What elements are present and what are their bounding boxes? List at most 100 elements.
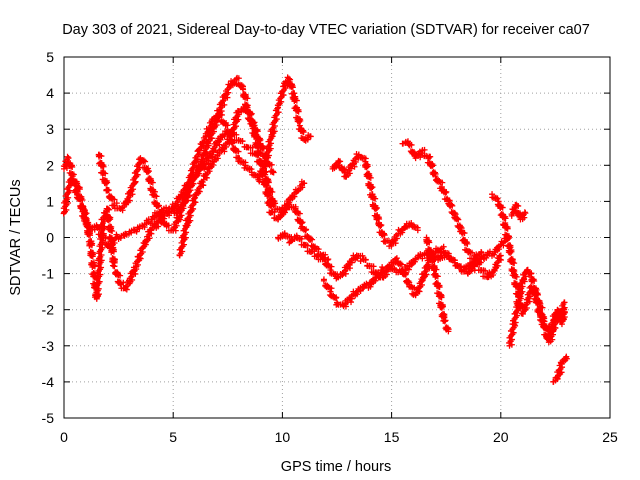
data-point: [474, 261, 481, 268]
data-point: [64, 153, 71, 160]
data-point: [309, 248, 316, 255]
axis-ticks: 0 5 10 15 20 25 -5 -4 -3 -2 -1 0 1 2 3 4 5: [42, 49, 618, 445]
data-point: [359, 252, 366, 259]
data-point: [438, 294, 445, 301]
data-point: [373, 216, 380, 223]
data-point: [536, 305, 543, 312]
series-track-f: [320, 250, 504, 310]
data-point: [419, 147, 426, 154]
data-point: [296, 119, 303, 126]
data-point: [363, 280, 370, 287]
data-point: [432, 173, 439, 180]
data-point: [86, 242, 93, 249]
y-tick-label: 3: [46, 121, 54, 137]
data-point: [363, 164, 370, 171]
data-point: [267, 136, 274, 143]
data-point: [337, 158, 344, 165]
data-point: [142, 158, 149, 165]
data-point: [421, 250, 428, 257]
data-point: [272, 200, 279, 207]
data-point: [249, 144, 256, 151]
data-point: [105, 217, 112, 224]
data-point: [270, 169, 277, 176]
data-point: [464, 240, 471, 247]
chart-title: Day 303 of 2021, Sidereal Day-to-day VTE…: [62, 22, 590, 38]
data-point: [82, 221, 89, 228]
y-tick-label: 2: [46, 157, 54, 173]
data-point: [332, 295, 339, 302]
data-point: [216, 112, 223, 119]
data-point: [71, 180, 78, 187]
data-point: [406, 142, 413, 149]
data-point: [469, 249, 476, 256]
data-point: [513, 273, 520, 280]
data-point: [328, 263, 335, 270]
series-track-k: [506, 266, 568, 349]
data-point: [423, 239, 430, 246]
data-point: [504, 225, 511, 232]
y-tick-label: -2: [42, 302, 55, 318]
data-point: [445, 252, 452, 259]
data-point: [328, 285, 335, 292]
data-point: [117, 272, 124, 279]
y-tick-label: 5: [46, 49, 54, 65]
data-point: [89, 253, 96, 260]
series-track-i: [423, 234, 452, 335]
data-point: [429, 163, 436, 170]
data-point: [235, 75, 242, 82]
data-point: [246, 166, 253, 173]
x-tick-label: 10: [275, 429, 291, 445]
data-point: [370, 263, 377, 270]
y-tick-label: -4: [42, 374, 55, 390]
data-point: [478, 248, 485, 255]
data-point: [254, 151, 261, 158]
data-point: [561, 299, 568, 306]
data-point: [398, 261, 405, 268]
y-tick-label: -3: [42, 338, 55, 354]
data-point: [169, 201, 176, 208]
data-point: [239, 138, 246, 145]
data-point: [368, 185, 375, 192]
data-point: [440, 243, 447, 250]
data-point: [106, 206, 113, 213]
data-point: [372, 195, 379, 202]
data-point: [95, 153, 102, 160]
data-point: [251, 133, 258, 140]
data-point: [183, 223, 190, 230]
data-point: [284, 74, 291, 81]
y-tick-label: -5: [42, 410, 55, 426]
data-point: [269, 209, 276, 216]
data-layer: [60, 74, 570, 385]
data-point: [447, 203, 454, 210]
data-point: [163, 222, 170, 229]
data-point: [291, 98, 298, 105]
data-point: [87, 232, 94, 239]
data-point: [563, 353, 570, 360]
y-tick-label: 0: [46, 230, 54, 246]
data-point: [367, 174, 374, 181]
data-point: [239, 85, 246, 92]
data-point: [79, 197, 86, 204]
data-point: [263, 182, 270, 189]
x-tick-label: 20: [493, 429, 509, 445]
data-point: [377, 222, 384, 229]
data-point: [149, 179, 156, 186]
data-point: [436, 284, 443, 291]
data-point: [320, 276, 327, 283]
data-point: [348, 299, 355, 306]
data-point: [430, 256, 437, 263]
series-track-h: [399, 138, 485, 263]
data-point: [482, 267, 489, 274]
series-track-d: [176, 103, 308, 259]
data-point: [497, 205, 504, 212]
data-point: [89, 264, 96, 271]
data-point: [108, 238, 115, 245]
data-point: [507, 249, 514, 256]
data-point: [268, 203, 275, 210]
data-point: [301, 180, 308, 187]
data-point: [515, 202, 522, 209]
y-axis-label: SDTVAR / TECUs: [8, 179, 24, 295]
data-point: [259, 172, 266, 179]
